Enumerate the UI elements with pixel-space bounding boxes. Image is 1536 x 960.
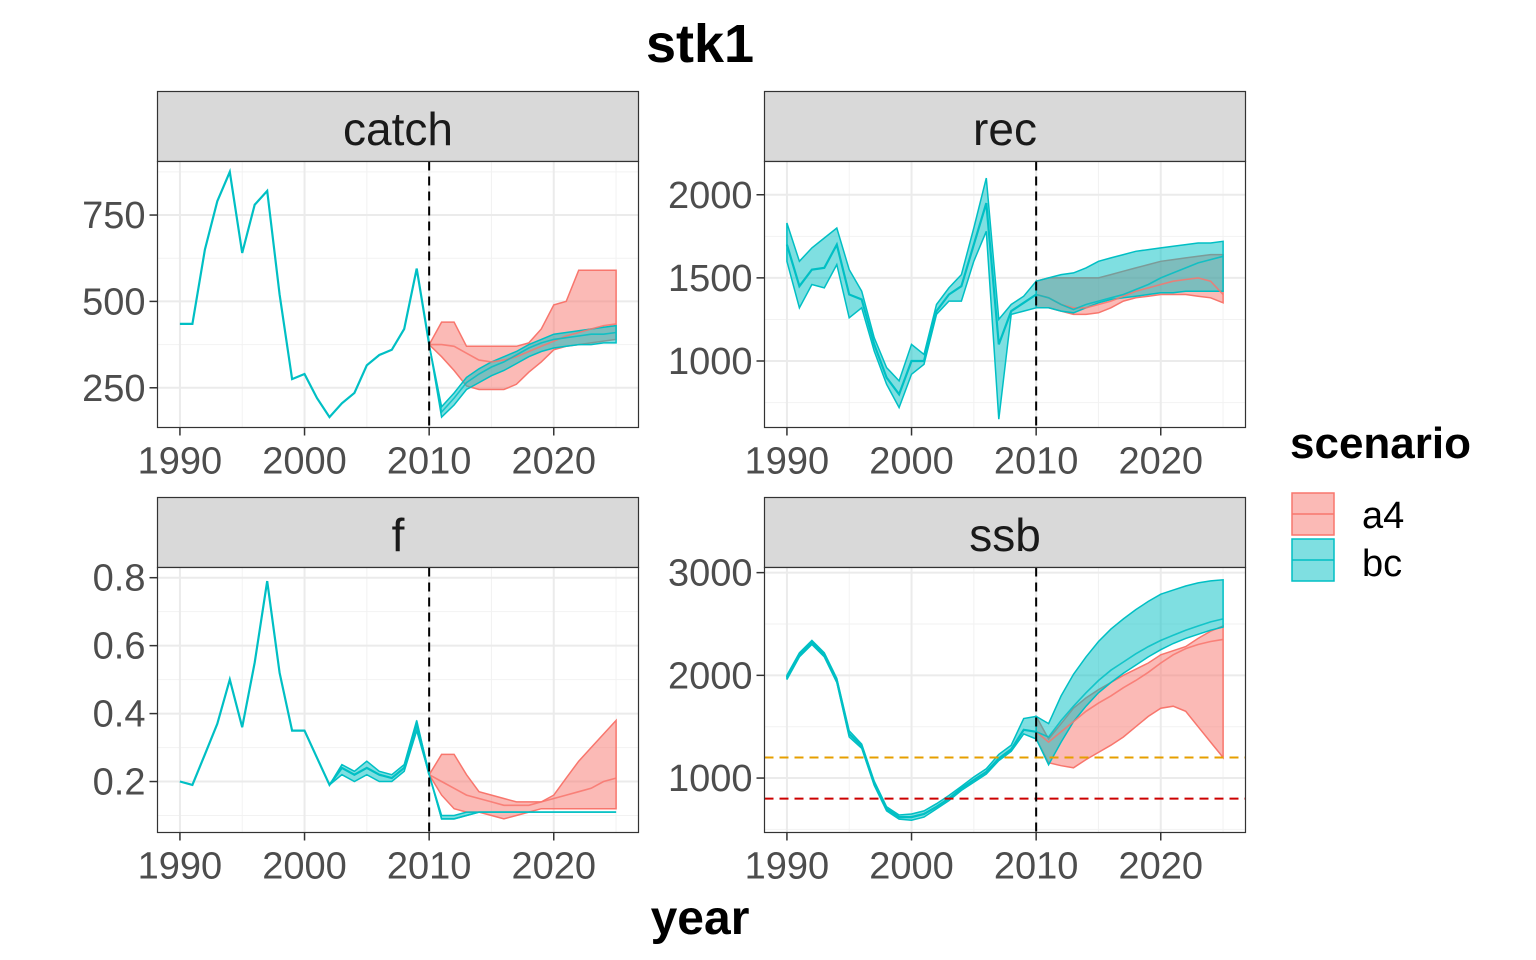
y-tick-label-f: 0.2 <box>93 762 146 804</box>
y-tick-label-rec: 2000 <box>668 175 753 217</box>
x-tick-label-rec: 2000 <box>869 441 954 483</box>
y-tick-label-catch: 250 <box>82 368 145 410</box>
y-tick-label-rec: 1000 <box>668 341 753 383</box>
panel-border-ssb <box>763 566 1247 834</box>
panel-border-f <box>156 566 640 834</box>
ribbon-a4-catch <box>428 269 617 391</box>
y-tick-label-f: 0.8 <box>93 558 146 600</box>
y-tick-label-rec: 1500 <box>668 258 753 300</box>
median-line-bc-catch <box>428 331 617 414</box>
y-tick-label-ssb: 1000 <box>668 758 753 800</box>
y-tick-label-f: 0.6 <box>93 626 146 668</box>
median-line-bc-ssb <box>1035 618 1224 738</box>
median-line-bc-f <box>428 774 617 820</box>
x-tick-label-catch: 2000 <box>262 441 347 483</box>
historical-line-f <box>179 580 431 788</box>
x-tick-label-rec: 1990 <box>745 441 830 483</box>
strip-label-catch: catch <box>343 103 453 155</box>
panel-catch: catch 1990 2000 2010 2020 250 500 750 <box>82 90 640 483</box>
legend-title: scenario <box>1290 419 1471 468</box>
x-tick-label-f: 2000 <box>262 846 347 888</box>
strip-label-f: f <box>392 509 405 561</box>
strip-f <box>156 496 640 569</box>
median-line-a4-ssb <box>1035 638 1224 744</box>
x-tick-label-rec: 2010 <box>994 441 1079 483</box>
plot-area-catch <box>157 161 639 428</box>
historical-line-catch <box>179 167 431 419</box>
strip-label-ssb: ssb <box>969 509 1041 561</box>
panel-border-rec <box>763 160 1247 429</box>
strip-catch <box>156 90 640 163</box>
x-tick-label-ssb: 2000 <box>869 846 954 888</box>
x-tick-label-f: 2020 <box>511 846 596 888</box>
median-line-a4-catch <box>429 323 617 363</box>
panel-f: f 1990 2000 2010 2020 0.2 0.4 0.6 0.8 <box>93 496 640 888</box>
y-tick-label-catch: 500 <box>82 281 145 323</box>
ribbon-bc-ssb <box>1035 578 1224 767</box>
x-tick-label-rec: 2020 <box>1118 441 1203 483</box>
x-tick-label-f: 1990 <box>138 846 223 888</box>
y-tick-label-ssb: 3000 <box>668 553 753 595</box>
panel-ssb: ssb 1990 2000 2010 2020 1000 2000 3000 <box>668 496 1247 888</box>
x-tick-label-catch: 2010 <box>387 441 472 483</box>
median-line-bc-rec <box>1035 255 1224 311</box>
historical-line-rec <box>785 202 1037 397</box>
panel-border-catch <box>156 160 640 429</box>
panel-rec: rec 1990 2000 2010 2020 1000 1500 2000 <box>668 90 1247 483</box>
y-tick-label-f: 0.4 <box>93 694 146 736</box>
strip-label-rec: rec <box>973 103 1037 155</box>
y-tick-label-ssb: 2000 <box>668 655 753 697</box>
x-tick-label-ssb: 2010 <box>994 846 1079 888</box>
legend-label-bc: bc <box>1362 543 1402 585</box>
x-tick-label-ssb: 2020 <box>1118 846 1203 888</box>
x-tick-label-catch: 2020 <box>511 441 596 483</box>
x-tick-label-ssb: 1990 <box>745 846 830 888</box>
median-line-a4-f <box>428 773 617 807</box>
x-tick-label-catch: 1990 <box>138 441 223 483</box>
strip-rec <box>763 90 1247 163</box>
legend-label-a4: a4 <box>1362 495 1404 537</box>
legend: scenario a4 bc <box>1290 419 1471 585</box>
y-tick-label-catch: 750 <box>82 195 145 237</box>
historical-line-ssb <box>785 640 1037 819</box>
x-axis-label: year <box>651 892 750 945</box>
x-tick-label-f: 2010 <box>387 846 472 888</box>
strip-ssb <box>763 496 1247 569</box>
chart-title: stk1 <box>646 14 754 74</box>
